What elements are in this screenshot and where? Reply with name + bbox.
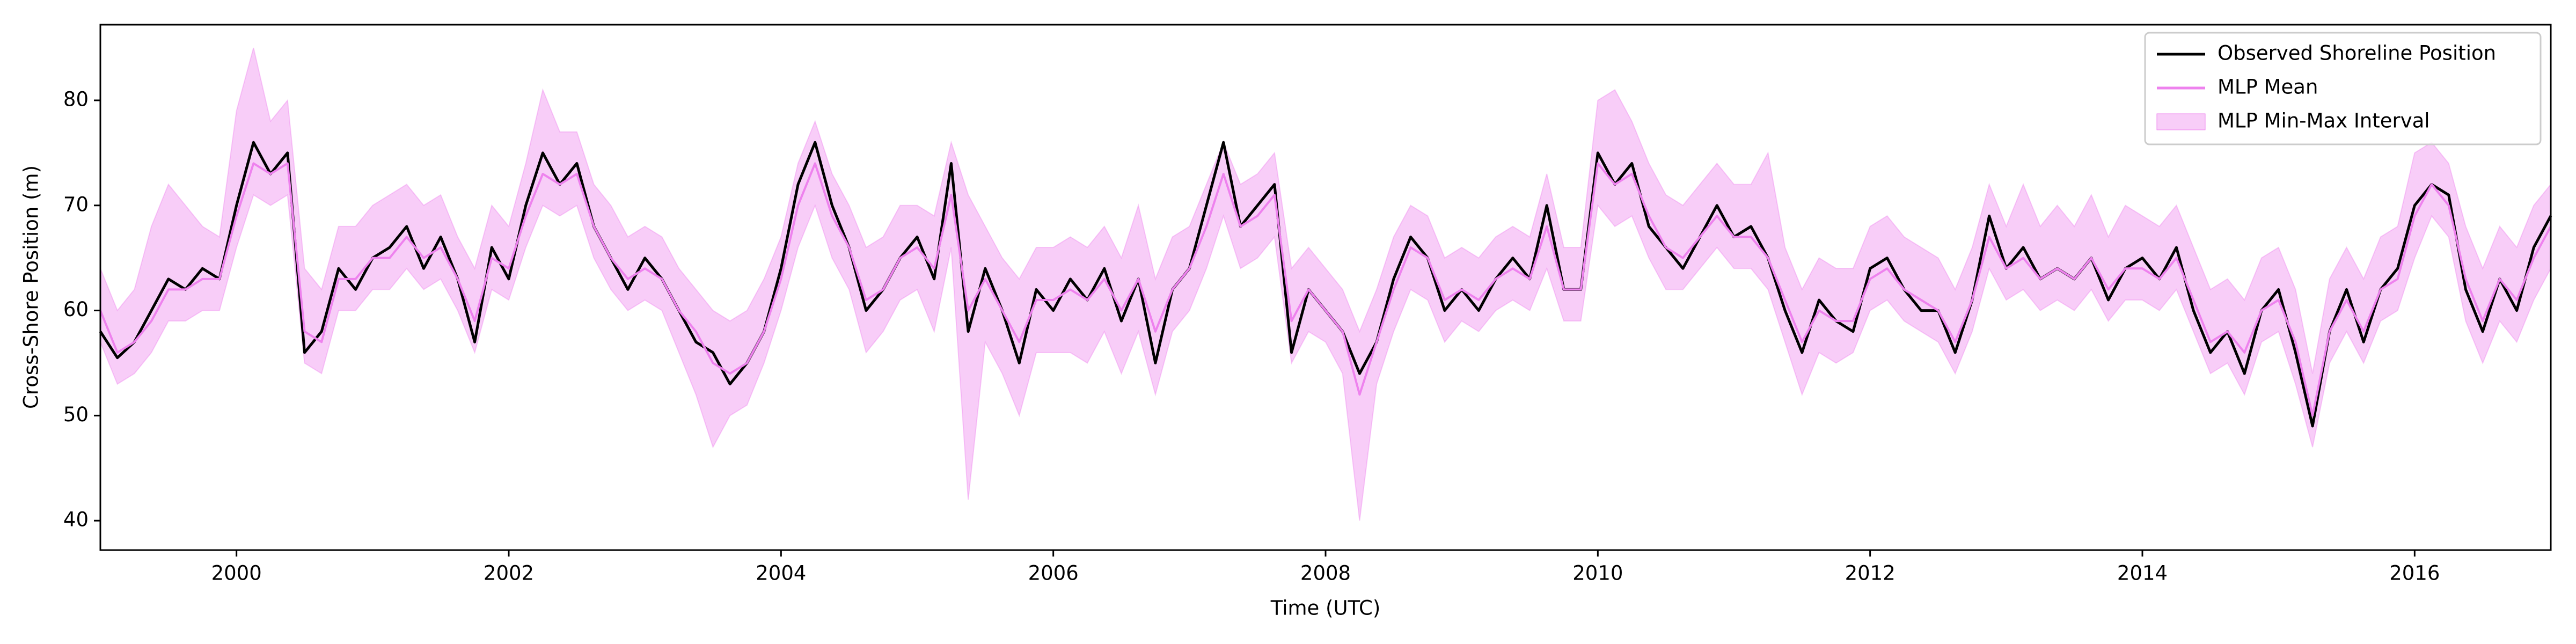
x-tick-label: 2004 [756,562,806,585]
y-tick-label: 50 [63,403,89,426]
legend-label: MLP Min-Max Interval [2218,109,2430,133]
x-tick-label: 2016 [2389,562,2440,585]
x-tick-label: 2010 [1572,562,1623,585]
x-axis-label: Time (UTC) [1270,597,1381,620]
x-tick-label: 2002 [484,562,534,585]
y-tick-label: 70 [63,193,89,216]
series-line [99,162,2552,417]
legend-swatch [2156,113,2206,130]
y-tick-label: 60 [63,298,89,321]
y-tick-label: 40 [63,508,89,531]
x-tick-label: 2012 [1845,562,1896,585]
legend-label: Observed Shoreline Position [2218,42,2496,65]
legend-label: MLP Mean [2218,76,2318,99]
x-tick-label: 2000 [211,562,262,585]
x-tick-label: 2008 [1300,562,1351,585]
x-tick-label: 2014 [2117,562,2168,585]
y-axis-label: Cross-Shore Position (m) [20,165,43,409]
x-tick-label: 2006 [1028,562,1079,585]
legend: Observed Shoreline Position MLP Mean MLP M… [2144,32,2542,145]
legend-box [2144,32,2542,145]
y-tick-label: 80 [63,87,89,111]
